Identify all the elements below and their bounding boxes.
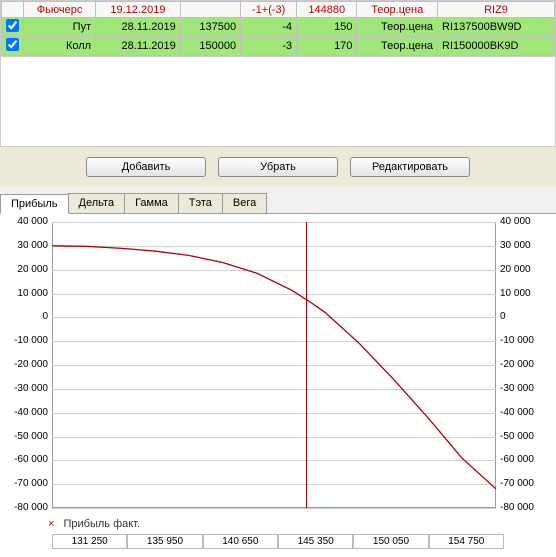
- chart-panel: 40 00040 00030 00030 00020 00020 00010 0…: [0, 214, 556, 557]
- tab-1[interactable]: Дельта: [68, 193, 126, 213]
- table-row[interactable]: Колл28.11.2019150000-3170Теор.ценаRI1500…: [2, 37, 555, 56]
- col-header: 19.12.2019: [96, 2, 181, 18]
- legend-label: Прибыль факт.: [64, 518, 141, 530]
- col-header: Теор.цена: [357, 2, 438, 18]
- slider-tick: 140 650: [203, 534, 278, 549]
- edit-button[interactable]: Редактировать: [350, 157, 470, 177]
- legend-marker: ×: [48, 518, 54, 530]
- col-header: [180, 2, 240, 18]
- chart-tabs: ПрибыльДельтаГаммаТэтаВега: [0, 187, 556, 214]
- table-empty-space: [0, 57, 556, 147]
- slider-tick: 131 250: [52, 534, 127, 549]
- chart-legend: × Прибыль факт.: [4, 516, 552, 534]
- col-header: RIZ9: [438, 2, 555, 18]
- tab-2[interactable]: Гамма: [124, 193, 179, 213]
- slider-tick: 150 050: [353, 534, 428, 549]
- add-button[interactable]: Добавить: [86, 157, 206, 177]
- col-header: -1+(-3): [241, 2, 297, 18]
- col-header: 144880: [297, 2, 357, 18]
- x-slider[interactable]: 131 250135 950140 650145 350150 050154 7…: [4, 534, 552, 555]
- remove-button[interactable]: Убрать: [218, 157, 338, 177]
- slider-tick: 135 950: [127, 534, 202, 549]
- col-header: Фьючерс: [24, 2, 96, 18]
- tab-4[interactable]: Вега: [222, 193, 267, 213]
- positions-table: Фьючерс19.12.2019 -1+(-3)144880Теор.ценаR…: [0, 0, 556, 57]
- row-checkbox[interactable]: [6, 38, 19, 51]
- tab-3[interactable]: Тэта: [178, 193, 223, 213]
- profit-chart: 40 00040 00030 00030 00020 00020 00010 0…: [4, 218, 544, 516]
- button-row: Добавить Убрать Редактировать: [0, 147, 556, 187]
- slider-tick: 154 750: [429, 534, 504, 549]
- table-row[interactable]: Пут28.11.2019137500-4150Теор.ценаRI13750…: [2, 18, 555, 37]
- row-checkbox[interactable]: [6, 19, 19, 32]
- tab-0[interactable]: Прибыль: [0, 194, 69, 214]
- slider-tick: 145 350: [278, 534, 353, 549]
